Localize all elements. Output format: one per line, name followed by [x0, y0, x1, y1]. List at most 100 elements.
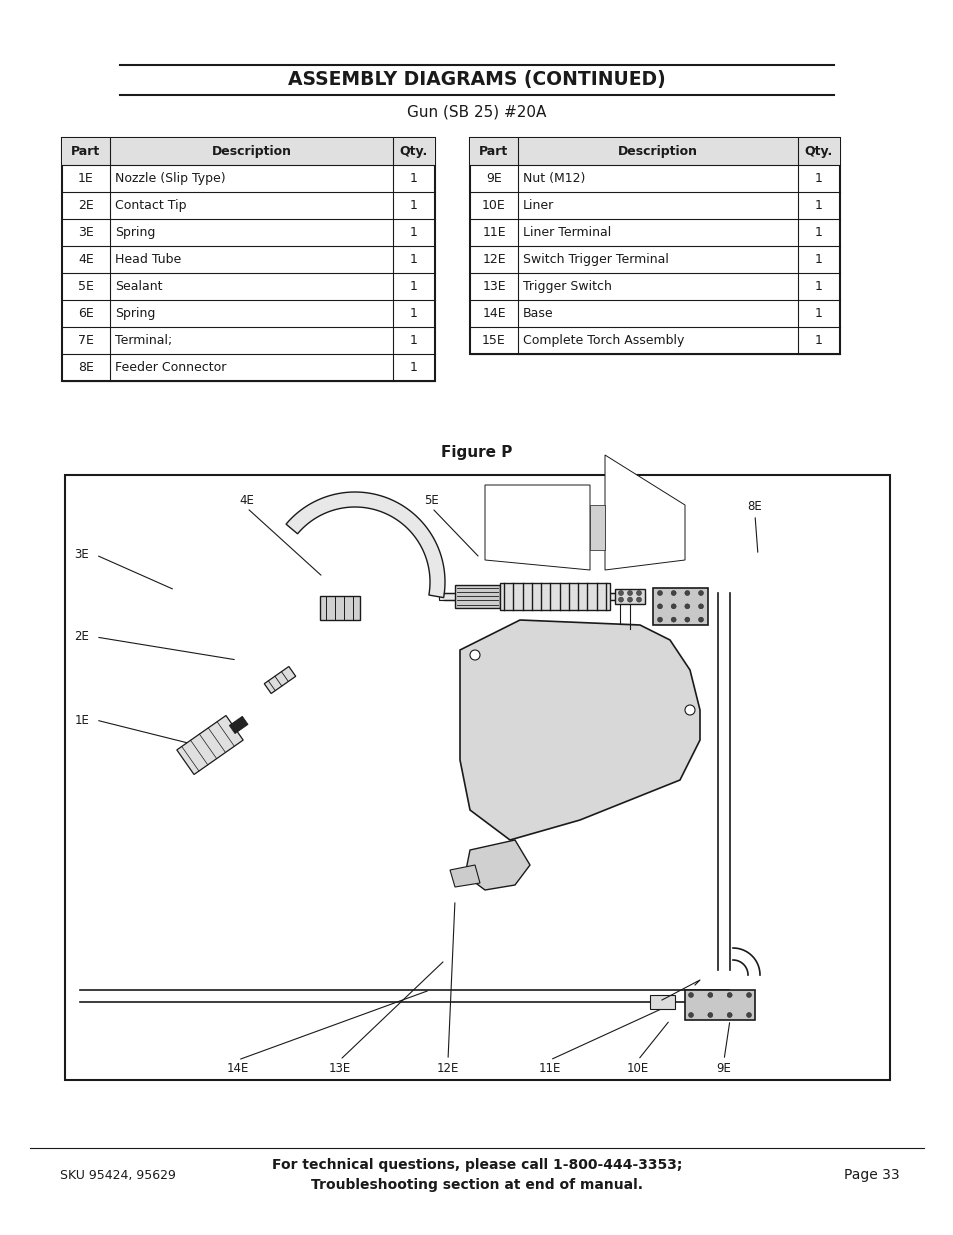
Polygon shape: [589, 505, 604, 550]
Circle shape: [657, 590, 661, 595]
Text: 10E: 10E: [626, 1062, 648, 1074]
Text: 1: 1: [410, 199, 417, 212]
Text: 6E: 6E: [78, 308, 93, 320]
Polygon shape: [286, 492, 444, 598]
Bar: [470, 138, 840, 354]
Circle shape: [684, 590, 689, 595]
Text: 1: 1: [814, 280, 822, 293]
Circle shape: [684, 604, 689, 609]
Text: 7E: 7E: [78, 333, 93, 347]
Circle shape: [698, 604, 702, 609]
Text: For technical questions, please call 1-800-444-3353;
Troubleshooting section at : For technical questions, please call 1-8…: [272, 1158, 681, 1192]
Text: Spring: Spring: [115, 308, 155, 320]
Text: 5E: 5E: [78, 280, 93, 293]
Text: 1: 1: [814, 226, 822, 240]
Polygon shape: [264, 667, 295, 694]
Circle shape: [745, 993, 751, 998]
Polygon shape: [464, 840, 530, 890]
Circle shape: [745, 1013, 751, 1018]
Text: Feeder Connector: Feeder Connector: [115, 361, 226, 374]
Text: Description: Description: [618, 144, 698, 158]
Polygon shape: [450, 864, 479, 887]
Text: Liner: Liner: [522, 199, 554, 212]
Text: SKU 95424, 95629: SKU 95424, 95629: [60, 1168, 175, 1182]
Text: 1: 1: [814, 253, 822, 266]
Circle shape: [688, 993, 693, 998]
Text: 5E: 5E: [424, 494, 439, 506]
Text: ASSEMBLY DIAGRAMS (CONTINUED): ASSEMBLY DIAGRAMS (CONTINUED): [288, 70, 665, 89]
Bar: [649, 995, 675, 1009]
Text: Terminal;: Terminal;: [115, 333, 172, 347]
Text: Spring: Spring: [115, 226, 155, 240]
Polygon shape: [484, 485, 589, 571]
Circle shape: [627, 598, 632, 603]
Text: 1: 1: [814, 333, 822, 347]
Bar: [62, 138, 435, 165]
Text: Base: Base: [522, 308, 553, 320]
Text: 12E: 12E: [481, 253, 505, 266]
Text: Complete Torch Assembly: Complete Torch Assembly: [522, 333, 683, 347]
Polygon shape: [176, 715, 243, 774]
Text: 3E: 3E: [78, 226, 93, 240]
Text: Figure P: Figure P: [441, 445, 512, 459]
Text: Head Tube: Head Tube: [115, 253, 181, 266]
Circle shape: [618, 590, 623, 595]
Bar: [319, 597, 359, 620]
Text: 2E: 2E: [78, 199, 93, 212]
Text: Sealant: Sealant: [115, 280, 162, 293]
Text: 7E: 7E: [639, 494, 655, 506]
Bar: [684, 990, 754, 1020]
Text: 1: 1: [410, 253, 417, 266]
Circle shape: [688, 1013, 693, 1018]
Bar: [65, 475, 889, 1079]
Text: 12E: 12E: [436, 1062, 458, 1074]
Text: 13E: 13E: [481, 280, 505, 293]
Bar: [62, 138, 435, 382]
Text: 13E: 13E: [329, 1062, 351, 1074]
Text: Part: Part: [478, 144, 508, 158]
Circle shape: [618, 598, 623, 603]
Text: 9E: 9E: [486, 172, 501, 185]
Text: 1E: 1E: [78, 172, 93, 185]
Text: 3E: 3E: [74, 548, 90, 562]
Text: Qty.: Qty.: [804, 144, 832, 158]
Bar: [455, 585, 499, 608]
Circle shape: [671, 590, 676, 595]
Circle shape: [470, 650, 479, 659]
Circle shape: [636, 590, 640, 595]
Bar: [499, 583, 609, 610]
Polygon shape: [459, 620, 700, 840]
Text: 14E: 14E: [481, 308, 505, 320]
Text: Gun (SB 25) #20A: Gun (SB 25) #20A: [407, 105, 546, 120]
Text: Qty.: Qty.: [399, 144, 428, 158]
Circle shape: [684, 618, 689, 622]
Polygon shape: [229, 716, 248, 734]
Circle shape: [671, 604, 676, 609]
Bar: [615, 589, 644, 604]
Text: Switch Trigger Terminal: Switch Trigger Terminal: [522, 253, 668, 266]
Text: 11E: 11E: [538, 1062, 560, 1074]
Text: 4E: 4E: [78, 253, 93, 266]
Text: 11E: 11E: [481, 226, 505, 240]
Circle shape: [698, 618, 702, 622]
Circle shape: [636, 598, 640, 603]
Circle shape: [657, 604, 661, 609]
Circle shape: [698, 590, 702, 595]
Text: 6E: 6E: [535, 494, 550, 506]
Text: 1: 1: [814, 199, 822, 212]
Text: Page 33: Page 33: [843, 1168, 899, 1182]
Text: 15E: 15E: [481, 333, 505, 347]
Text: Description: Description: [212, 144, 292, 158]
Bar: [438, 593, 644, 600]
Text: Nozzle (Slip Type): Nozzle (Slip Type): [115, 172, 226, 185]
Text: 4E: 4E: [239, 494, 254, 506]
Text: 2E: 2E: [74, 631, 90, 643]
Circle shape: [671, 618, 676, 622]
Circle shape: [684, 705, 695, 715]
Text: 1E: 1E: [74, 714, 90, 726]
Text: 1: 1: [410, 280, 417, 293]
Circle shape: [707, 993, 712, 998]
Circle shape: [726, 993, 731, 998]
Circle shape: [726, 1013, 731, 1018]
Text: 1: 1: [410, 172, 417, 185]
